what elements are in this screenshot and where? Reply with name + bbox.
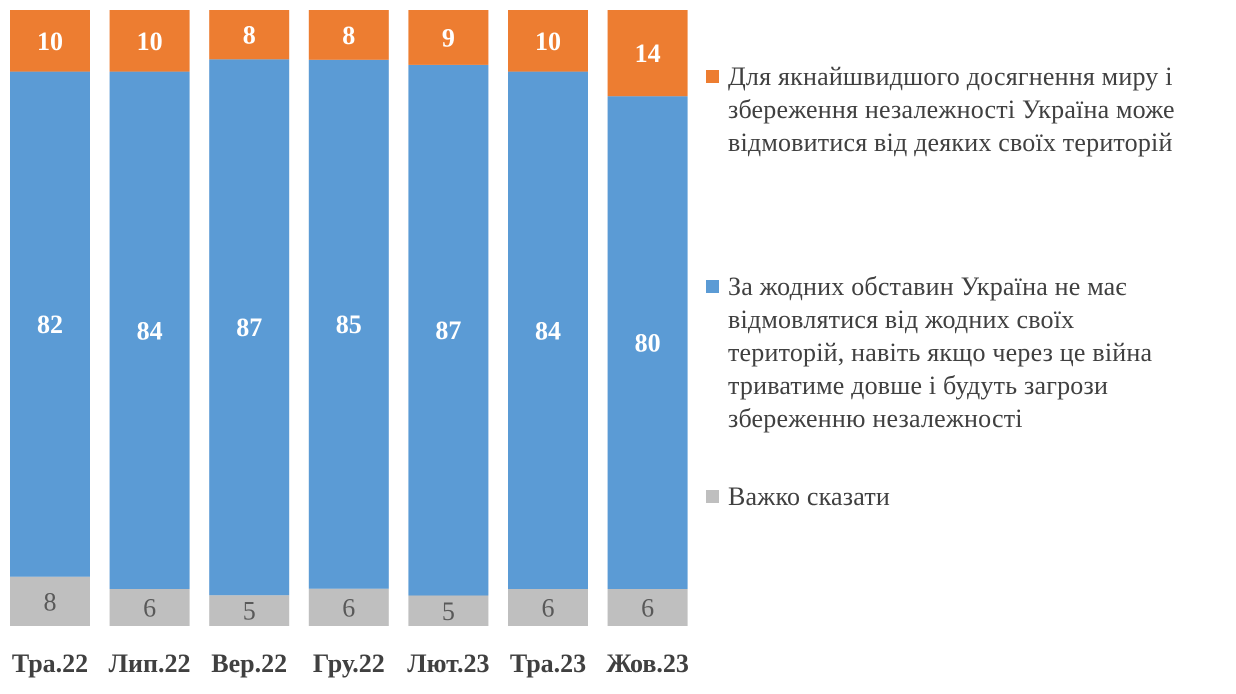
- data-label-s0-0: 8: [44, 587, 57, 616]
- data-label-s1-0: 82: [37, 310, 63, 339]
- bar-segment-s1-1: [109, 71, 190, 590]
- legend-line: Важко сказати: [728, 482, 890, 511]
- legend-line: відмовитися від деяких своїх територій: [728, 128, 1173, 157]
- data-label-s2-2: 8: [243, 21, 256, 50]
- legend-line: Для якнайшвидшого досягнення миру і: [728, 62, 1173, 91]
- legend-line: збереженню незалежності: [728, 404, 1023, 433]
- legend-line: територій, навіть якщо через це війна: [728, 338, 1153, 367]
- x-tick-label-5: Тра.23: [510, 649, 586, 678]
- bar-segment-s0-4: [408, 595, 489, 626]
- data-label-s1-1: 84: [137, 316, 163, 345]
- legend-line: триватиме довше і будуть загрози: [728, 371, 1109, 400]
- bar-segment-s2-3: [308, 10, 389, 60]
- data-label-s0-5: 6: [542, 594, 555, 623]
- x-tick-label-3: Гру.22: [313, 649, 385, 678]
- legend-swatch-gray: [706, 490, 719, 503]
- x-tick-label-1: Лип.22: [109, 649, 191, 678]
- legend-item-territory-concession: Для якнайшвидшого досягнення миру і збер…: [706, 60, 1226, 159]
- bar-segment-s2-1: [109, 10, 190, 72]
- data-label-s2-6: 14: [635, 39, 661, 68]
- legend-line: збереження незалежності Україна може: [728, 95, 1175, 124]
- data-label-s0-3: 6: [342, 593, 355, 622]
- legend-label-territory-concession: Для якнайшвидшого досягнення миру і збер…: [706, 60, 1226, 159]
- bar-segment-s1-5: [508, 71, 588, 590]
- data-label-s0-6: 6: [641, 594, 654, 623]
- x-tick-label-6: Жов.23: [606, 649, 689, 678]
- data-label-s2-0: 10: [37, 27, 63, 56]
- legend-line: відмовлятися від жодних своїх: [728, 305, 1075, 334]
- bar-segment-s1-2: [209, 59, 290, 596]
- bar-segment-s1-3: [308, 59, 389, 589]
- bar-segment-s0-2: [209, 595, 290, 626]
- legend-line: За жодних обставин Україна не має: [728, 272, 1127, 301]
- stacked-bar-chart: 8 82 10 Тра.22 6 84 10 Лип.22 5 87 8 Вер.22 6 85 8 Гру.…: [10, 10, 689, 678]
- bar-segment-s0-5: [508, 589, 588, 626]
- data-label-s0-1: 6: [143, 594, 156, 623]
- data-label-s0-2: 5: [243, 597, 256, 626]
- data-label-s1-3: 85: [336, 310, 362, 339]
- legend-item-hard-to-say: Важко сказати: [706, 480, 1226, 513]
- bar-segment-s0-6: [607, 589, 688, 626]
- data-label-s2-1: 10: [137, 27, 163, 56]
- data-label-s2-4: 9: [442, 23, 455, 52]
- bar-segment-s1-6: [607, 96, 688, 589]
- legend-swatch-blue: [706, 280, 719, 293]
- x-tick-label-4: Лют.23: [407, 649, 489, 678]
- bar-segment-s2-4: [408, 10, 489, 65]
- bar-segment-s0-1: [109, 589, 190, 626]
- data-label-s0-4: 5: [442, 597, 455, 626]
- legend-item-no-concession: За жодних обставин Україна не має відмов…: [706, 270, 1226, 435]
- x-tick-label-0: Тра.22: [12, 649, 88, 678]
- bar-segment-s2-5: [508, 10, 588, 72]
- bar-segment-s0-0: [10, 576, 90, 626]
- data-label-s2-3: 8: [342, 21, 355, 50]
- legend-label-no-concession: За жодних обставин Україна не має відмов…: [706, 270, 1226, 435]
- bar-segment-s1-4: [408, 64, 489, 596]
- data-label-s1-6: 80: [635, 329, 661, 358]
- bar-segment-s1-0: [10, 71, 90, 577]
- bar-segment-s2-6: [607, 10, 688, 97]
- legend-label-hard-to-say: Важко сказати: [706, 480, 1226, 513]
- data-label-s1-4: 87: [435, 316, 461, 345]
- bar-segment-s2-0: [10, 10, 90, 72]
- bar-segment-s0-3: [308, 588, 389, 626]
- data-label-s1-5: 84: [535, 316, 561, 345]
- bar-segment-s2-2: [209, 10, 290, 60]
- legend-swatch-orange: [706, 70, 719, 83]
- x-tick-label-2: Вер.22: [211, 649, 287, 678]
- data-label-s1-2: 87: [236, 313, 262, 342]
- data-label-s2-5: 10: [535, 27, 561, 56]
